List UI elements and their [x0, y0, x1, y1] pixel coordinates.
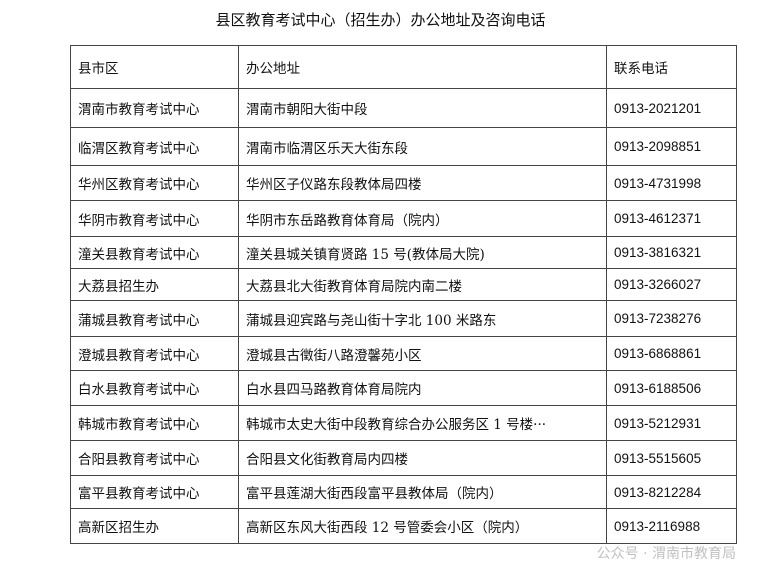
cell-phone: 0913-2116988 — [606, 508, 737, 544]
page-title: 县区教育考试中心（招生办）办公地址及咨询电话 — [215, 11, 546, 29]
header-address: 办公地址 — [238, 45, 607, 89]
table-row: 高新区招生办 高新区东风大街西段 12 号管委会小区（院内） 0913-211698… — [70, 508, 737, 544]
cell-district: 合阳县教育考试中心 — [70, 440, 239, 476]
cell-district: 白水县教育考试中心 — [70, 370, 239, 406]
cell-address: 大荔县北大街教育体育局院内南二楼 — [238, 268, 607, 301]
cell-district: 韩城市教育考试中心 — [70, 405, 239, 441]
table-row: 华州区教育考试中心 华州区子仪路东段教体局四楼 0913-4731998 — [70, 165, 737, 201]
cell-address: 韩城市太史大街中段教育综合办公服务区 1 号楼··· — [238, 405, 607, 441]
cell-district: 潼关县教育考试中心 — [70, 236, 239, 269]
cell-address: 澄城县古徵街八路澄馨苑小区 — [238, 336, 607, 371]
table-row: 华阴市教育考试中心 华阴市东岳路教育体育局（院内） 0913-4612371 — [70, 200, 737, 237]
cell-district: 蒲城县教育考试中心 — [70, 300, 239, 337]
cell-district: 富平县教育考试中心 — [70, 475, 239, 509]
cell-phone: 0913-2021201 — [606, 88, 737, 128]
cell-address: 白水县四马路教育体育局院内 — [238, 370, 607, 406]
watermark: 公众号 · 渭南市教育局 — [596, 546, 736, 562]
cell-phone: 0913-5515605 — [606, 440, 737, 476]
contact-table: 县市区 办公地址 联系电话 渭南市教育考试中心 渭南市朝阳大街中段 0913-202… — [70, 45, 737, 544]
table-row: 澄城县教育考试中心 澄城县古徵街八路澄馨苑小区 0913-6868861 — [70, 336, 737, 371]
header-district: 县市区 — [70, 45, 239, 89]
cell-address: 华州区子仪路东段教体局四楼 — [238, 165, 607, 201]
table-row: 大荔县招生办 大荔县北大街教育体育局院内南二楼 0913-3266027 — [70, 268, 737, 301]
cell-phone: 0913-3816321 — [606, 236, 737, 269]
cell-phone: 0913-4612371 — [606, 200, 737, 237]
table-row: 临渭区教育考试中心 渭南市临渭区乐天大街东段 0913-2098851 — [70, 127, 737, 166]
cell-district: 澄城县教育考试中心 — [70, 336, 239, 371]
cell-phone: 0913-4731998 — [606, 165, 737, 201]
cell-phone: 0913-7238276 — [606, 300, 737, 337]
cell-district: 大荔县招生办 — [70, 268, 239, 301]
cell-district: 临渭区教育考试中心 — [70, 127, 239, 166]
cell-phone: 0913-2098851 — [606, 127, 737, 166]
cell-address: 渭南市朝阳大街中段 — [238, 88, 607, 128]
cell-district: 高新区招生办 — [70, 508, 239, 544]
cell-phone: 0913-3266027 — [606, 268, 737, 301]
table-row: 白水县教育考试中心 白水县四马路教育体育局院内 0913-6188506 — [70, 370, 737, 406]
cell-address: 合阳县文化街教育局内四楼 — [238, 440, 607, 476]
cell-address: 蒲城县迎宾路与尧山街十字北 100 米路东 — [238, 300, 607, 337]
cell-district: 渭南市教育考试中心 — [70, 88, 239, 128]
cell-address: 华阴市东岳路教育体育局（院内） — [238, 200, 607, 237]
cell-address: 渭南市临渭区乐天大街东段 — [238, 127, 607, 166]
table-row: 蒲城县教育考试中心 蒲城县迎宾路与尧山街十字北 100 米路东 0913-72382… — [70, 300, 737, 337]
table-row: 合阳县教育考试中心 合阳县文化街教育局内四楼 0913-5515605 — [70, 440, 737, 476]
table-row: 韩城市教育考试中心 韩城市太史大街中段教育综合办公服务区 1 号楼··· 0913-… — [70, 405, 737, 441]
cell-address: 潼关县城关镇育贤路 15 号(教体局大院) — [238, 236, 607, 269]
cell-phone: 0913-6188506 — [606, 370, 737, 406]
cell-phone: 0913-8212284 — [606, 475, 737, 509]
cell-address: 高新区东风大街西段 12 号管委会小区（院内） — [238, 508, 607, 544]
table-row: 潼关县教育考试中心 潼关县城关镇育贤路 15 号(教体局大院) 0913-38163… — [70, 236, 737, 269]
table-row: 富平县教育考试中心 富平县莲湖大街西段富平县教体局（院内） 0913-8212284 — [70, 475, 737, 509]
cell-district: 华州区教育考试中心 — [70, 165, 239, 201]
cell-phone: 0913-5212931 — [606, 405, 737, 441]
cell-address: 富平县莲湖大街西段富平县教体局（院内） — [238, 475, 607, 509]
cell-phone: 0913-6868861 — [606, 336, 737, 371]
table-header-row: 县市区 办公地址 联系电话 — [70, 45, 737, 89]
cell-district: 华阴市教育考试中心 — [70, 200, 239, 237]
table-row: 渭南市教育考试中心 渭南市朝阳大街中段 0913-2021201 — [70, 88, 737, 128]
header-phone: 联系电话 — [606, 45, 737, 89]
